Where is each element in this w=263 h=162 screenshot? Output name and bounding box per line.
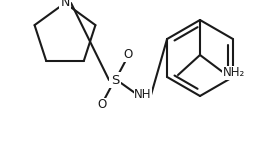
Text: N: N [60,0,70,10]
Text: NH: NH [134,88,152,102]
Text: NH₂: NH₂ [223,66,245,80]
Text: S: S [111,74,119,87]
Text: O: O [97,98,107,111]
Text: O: O [123,48,133,62]
